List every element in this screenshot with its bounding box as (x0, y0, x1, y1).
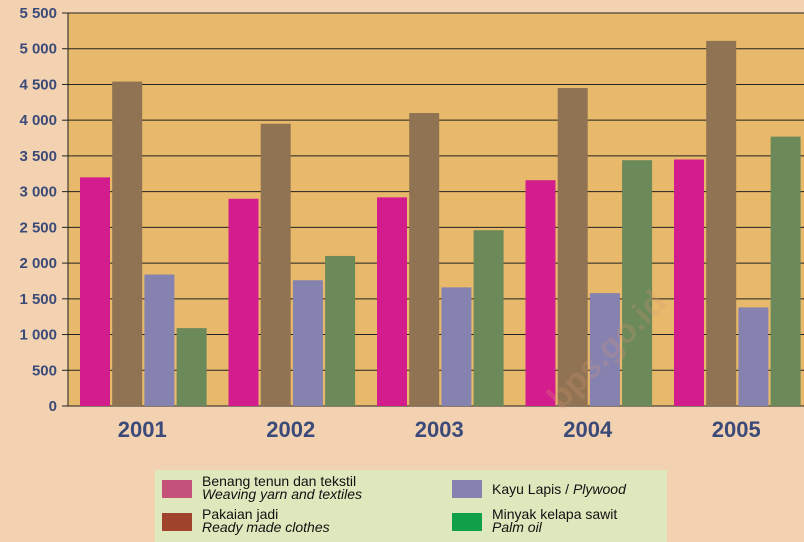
bar (409, 113, 440, 406)
y-tick-label: 3 500 (19, 148, 57, 165)
bar (441, 287, 472, 406)
bar (377, 197, 407, 406)
y-tick-label: 2 500 (19, 219, 57, 236)
legend-label-en-plywood: Plywood (572, 481, 626, 497)
legend-item-plywood: Kayu Lapis / Plywood (452, 475, 626, 498)
bar (228, 198, 259, 406)
bar (144, 274, 175, 406)
legend-label-en-ready-made-clothes: Ready made clothes (202, 519, 330, 535)
bar (622, 160, 653, 406)
y-tick-label: 1 500 (19, 291, 57, 308)
legend-swatch-palm-oil (452, 513, 482, 531)
y-tick-label: 4 500 (19, 76, 57, 93)
bar (770, 136, 801, 406)
legend-label-ready-made-clothes: Pakaian jadi (202, 506, 279, 522)
x-tick-label: 2001 (118, 417, 167, 442)
y-tick-label: 500 (32, 362, 57, 379)
legend-label-en-palm-oil: Palm oil (492, 519, 542, 535)
legend-swatch-ready-made-clothes (162, 513, 192, 531)
bar (706, 40, 737, 406)
x-tick-label: 2003 (415, 417, 464, 442)
bar (473, 230, 504, 406)
bar (738, 307, 769, 406)
legend-item-ready-made-clothes: Pakaian jadi Ready made clothes (162, 506, 330, 535)
y-tick-label: 5 000 (19, 41, 57, 58)
y-tick-label: 1 000 (19, 327, 57, 344)
bar (557, 88, 588, 406)
bar (525, 180, 556, 406)
bar (112, 81, 143, 406)
legend-item-weaving-yarn: Benang tenun dan tekstil Weaving yarn an… (162, 473, 363, 502)
x-tick-label: 2004 (563, 417, 613, 442)
bar (80, 177, 110, 406)
legend: Benang tenun dan tekstil Weaving yarn an… (155, 470, 667, 542)
y-tick-label: 5 500 (19, 5, 57, 22)
legend-item-palm-oil: Minyak kelapa sawit Palm oil (452, 506, 618, 535)
legend-label-palm-oil: Minyak kelapa sawit (492, 506, 618, 522)
x-tick-label: 2002 (266, 417, 315, 442)
x-tick-label: 2005 (712, 417, 761, 442)
legend-label-en-weaving-yarn: Weaving yarn and textiles (202, 486, 363, 502)
legend-swatch-weaving-yarn (162, 480, 192, 498)
legend-label-plywood: Kayu Lapis / (492, 481, 573, 497)
bar (176, 328, 207, 406)
bar (260, 123, 291, 406)
legend-swatch-plywood (452, 480, 482, 498)
y-tick-label: 2 000 (19, 255, 57, 272)
bar (674, 159, 704, 406)
bar (589, 293, 620, 406)
y-tick-label: 3 000 (19, 184, 57, 201)
y-tick-label: 4 000 (19, 112, 57, 129)
bar (325, 255, 356, 406)
bar (292, 280, 323, 406)
y-tick-label: 0 (49, 398, 57, 415)
legend-label-weaving-yarn: Benang tenun dan tekstil (202, 473, 357, 489)
